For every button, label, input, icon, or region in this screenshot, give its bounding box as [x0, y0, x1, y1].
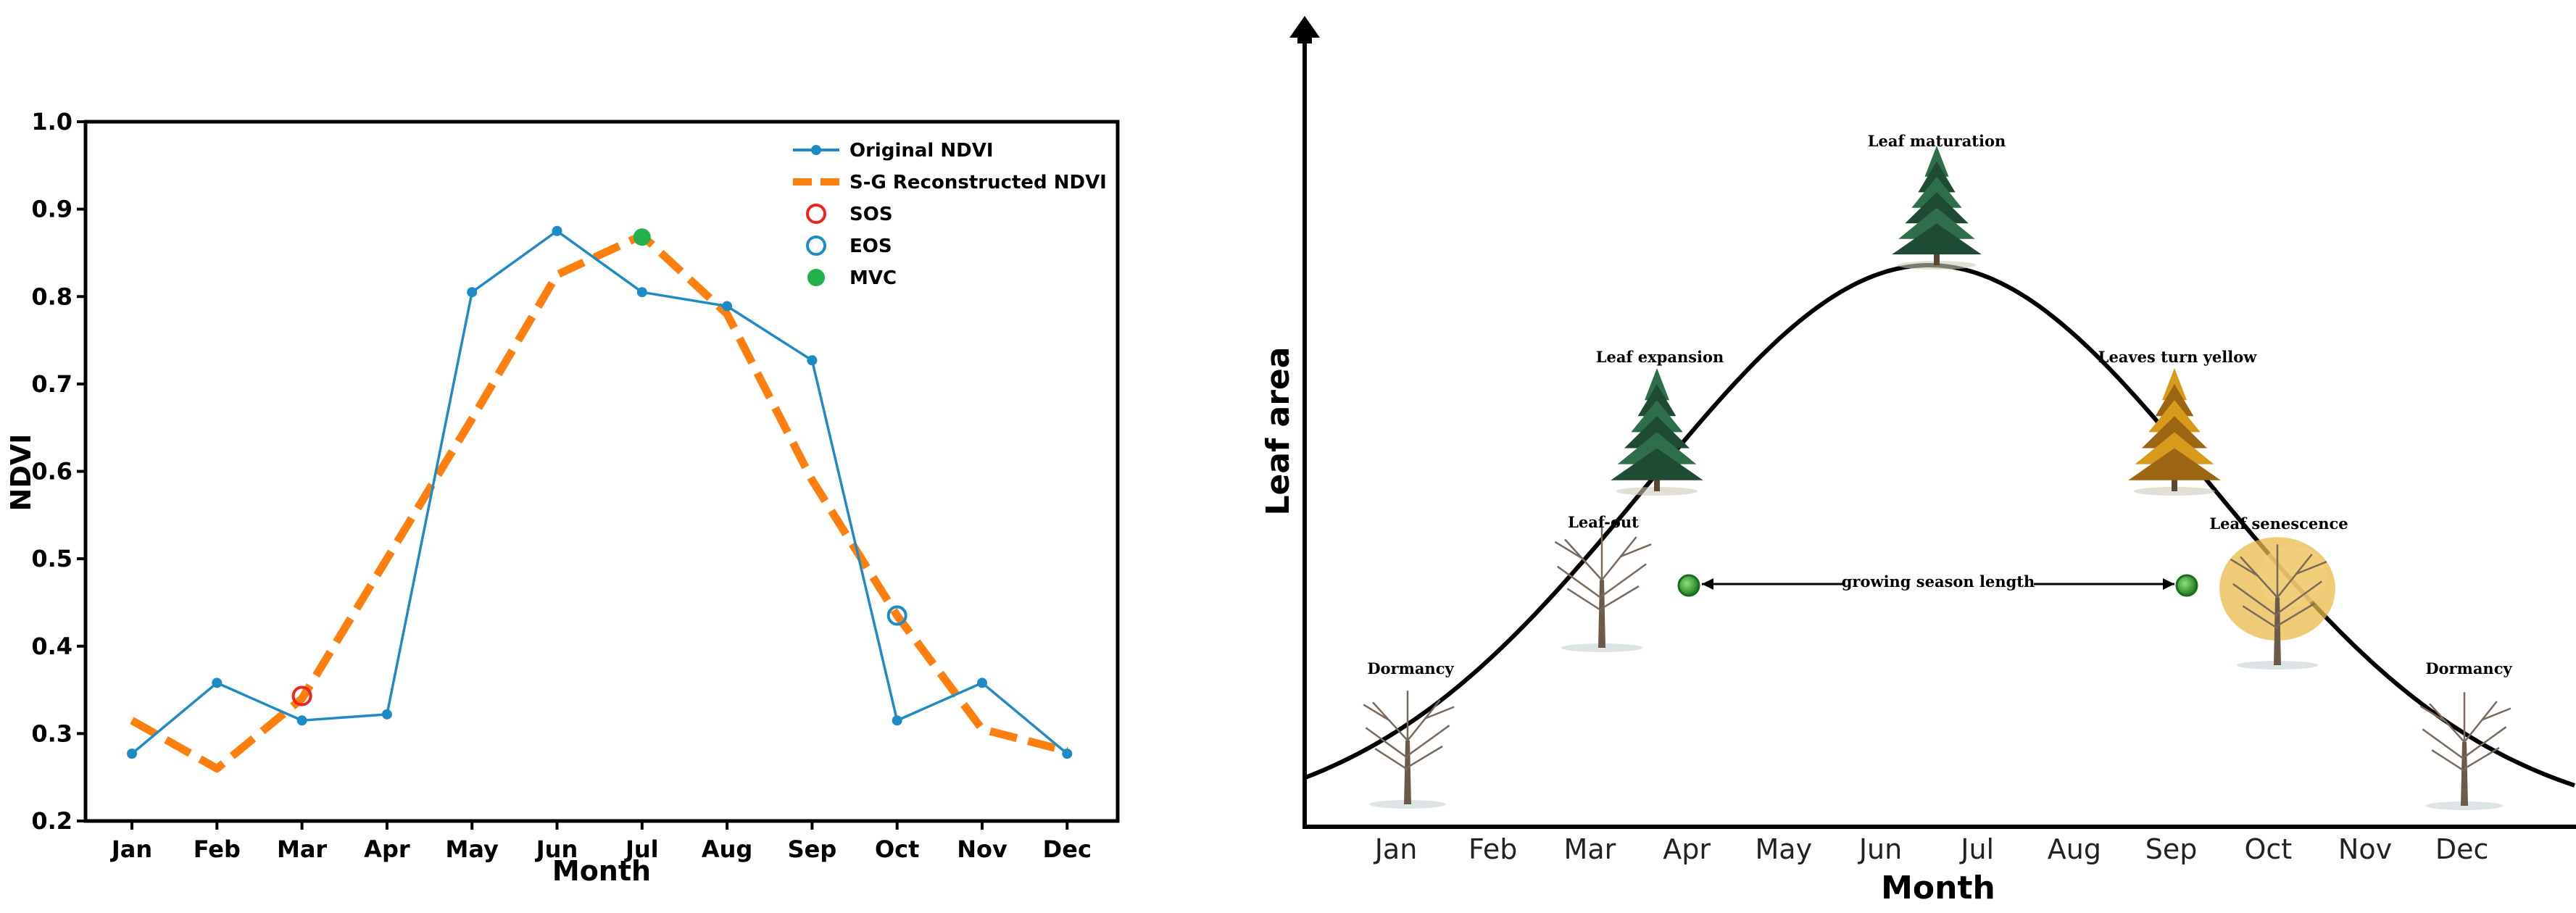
x-tick-label: Jul	[624, 835, 659, 863]
legend-original-marker	[811, 145, 821, 155]
x-tick-label: Apr	[364, 835, 410, 863]
leaf-area-axis-arrow	[1289, 16, 1320, 43]
legend-eos-label: EOS	[849, 235, 892, 257]
y-tick-label: 0.7	[31, 370, 72, 398]
growing-season-label: growing season length	[1842, 572, 2035, 591]
original-ndvi-point	[467, 287, 478, 298]
phenology-diagram: Jan Feb Mar Apr May Jun Jul Aug Sep Oct Nov Dec Dor…	[1260, 16, 2576, 906]
ndvi-x-axis: Jan Feb Mar Apr May Jun Jul Aug Sep Oct Nov Dec	[110, 821, 1092, 863]
legend-mvc-marker	[807, 269, 825, 286]
month-tick-label: Feb	[1468, 833, 1517, 865]
original-ndvi-point	[1062, 749, 1073, 759]
ndvi-series	[127, 225, 1073, 773]
legend-eos-marker	[806, 235, 826, 256]
month-tick-label: Oct	[2244, 833, 2292, 865]
x-tick-label: Nov	[957, 835, 1007, 863]
legend-mvc-label: MVC	[849, 267, 897, 289]
month-label: Month	[1881, 870, 1995, 906]
ndvi-y-axis: 0.2 0.3 0.4 0.5 0.6 0.7 0.8 0.9 1.0	[31, 108, 86, 835]
bare-tree	[1554, 527, 1652, 652]
month-tick-label: Jul	[1959, 833, 1994, 865]
month-tick-label: Mar	[1564, 833, 1616, 865]
stage-label: Leaf expansion	[1596, 348, 1724, 366]
original-ndvi-point	[127, 749, 137, 759]
ndvi-y-label: NDVI	[5, 434, 37, 512]
eos-marker	[886, 605, 907, 626]
y-tick-label: 0.6	[31, 458, 72, 485]
leaf-area-curve	[1303, 263, 2575, 788]
original-ndvi-point	[977, 678, 987, 688]
month-tick-label: Apr	[1663, 833, 1711, 865]
original-ndvi-point	[296, 715, 307, 726]
sg-reconstructed-line	[130, 231, 1068, 773]
legend-original-label: Original NDVI	[849, 140, 994, 162]
y-tick-label: 0.4	[31, 633, 72, 660]
original-ndvi-point	[636, 287, 647, 298]
bare-tree	[1363, 691, 1455, 809]
month-tick-label: Dec	[2435, 833, 2489, 865]
leaf-area-label: Leaf area	[1260, 347, 1297, 516]
stage-label: Dormancy	[1367, 659, 1454, 678]
sos-marker	[291, 685, 312, 706]
x-tick-label: May	[446, 835, 499, 863]
original-ndvi-point	[381, 709, 392, 720]
mvc-marker	[633, 228, 651, 246]
season-start-marker	[1677, 574, 1700, 597]
season-end-marker	[2175, 574, 2198, 597]
x-tick-label: Sep	[788, 835, 837, 863]
x-tick-label: Dec	[1043, 835, 1092, 863]
original-ndvi-point	[807, 355, 818, 366]
legend-sos-marker	[806, 204, 826, 224]
tree-illustrations	[1363, 146, 2511, 810]
legend-sg-label: S-G Reconstructed NDVI	[849, 172, 1107, 193]
y-tick-label: 0.3	[31, 720, 72, 747]
growing-season-arrowhead-right	[2163, 578, 2174, 590]
month-tick-label: May	[1756, 833, 1813, 865]
month-tick-label: Sep	[2145, 833, 2198, 865]
green-conifer-tree	[1892, 146, 1982, 270]
original-ndvi-point	[892, 715, 902, 726]
ndvi-chart: 0.2 0.3 0.4 0.5 0.6 0.7 0.8 0.9 1.0 Jan Feb Mar Apr…	[5, 108, 1120, 887]
stage-label: Dormancy	[2425, 659, 2512, 678]
y-tick-label: 0.2	[31, 807, 72, 835]
legend-sos-label: SOS	[849, 204, 893, 225]
x-tick-label: Oct	[875, 835, 919, 863]
stage-label: Leaf-out	[1568, 513, 1639, 531]
x-tick-label: Feb	[194, 835, 241, 863]
yellow-conifer-tree	[2128, 368, 2221, 496]
month-tick-label: Jun	[1858, 833, 1902, 865]
month-tick-label: Aug	[2048, 833, 2101, 865]
growing-season-arrowhead-left	[1702, 578, 1713, 590]
original-ndvi-line	[130, 229, 1068, 755]
ndvi-x-label: Month	[552, 855, 651, 887]
senescent-tree	[2219, 537, 2335, 670]
month-axis-ticks: Jan Feb Mar Apr May Jun Jul Aug Sep Oct Nov Dec	[1374, 833, 2489, 865]
ndvi-plot-frame	[83, 120, 1120, 823]
stage-label: Leaf senescence	[2209, 514, 2348, 533]
x-tick-label: Mar	[277, 835, 327, 863]
month-tick-label: Jan	[1374, 833, 1418, 865]
original-ndvi-point	[212, 678, 223, 688]
x-tick-label: Aug	[702, 835, 752, 863]
ndvi-legend: Original NDVI S-G Reconstructed NDVI SOS…	[793, 140, 1107, 289]
bare-tree	[2419, 692, 2511, 810]
stage-labels: Dormancy Leaf-out Leaf expansion Leaf matur…	[1367, 132, 2512, 678]
y-tick-label: 0.9	[31, 196, 72, 223]
original-ndvi-point	[722, 301, 733, 312]
y-tick-label: 0.8	[31, 283, 72, 310]
y-tick-label: 1.0	[31, 108, 72, 136]
stage-label: Leaf maturation	[1868, 132, 2006, 150]
green-conifer-tree	[1611, 368, 1703, 496]
ndvi-markers	[291, 228, 907, 706]
y-tick-label: 0.5	[31, 545, 72, 572]
original-ndvi-point	[552, 225, 562, 236]
stage-label: Leaves turn yellow	[2098, 348, 2258, 366]
month-tick-label: Nov	[2338, 833, 2392, 865]
x-tick-label: Jun	[535, 835, 578, 863]
x-tick-label: Jan	[110, 835, 152, 863]
